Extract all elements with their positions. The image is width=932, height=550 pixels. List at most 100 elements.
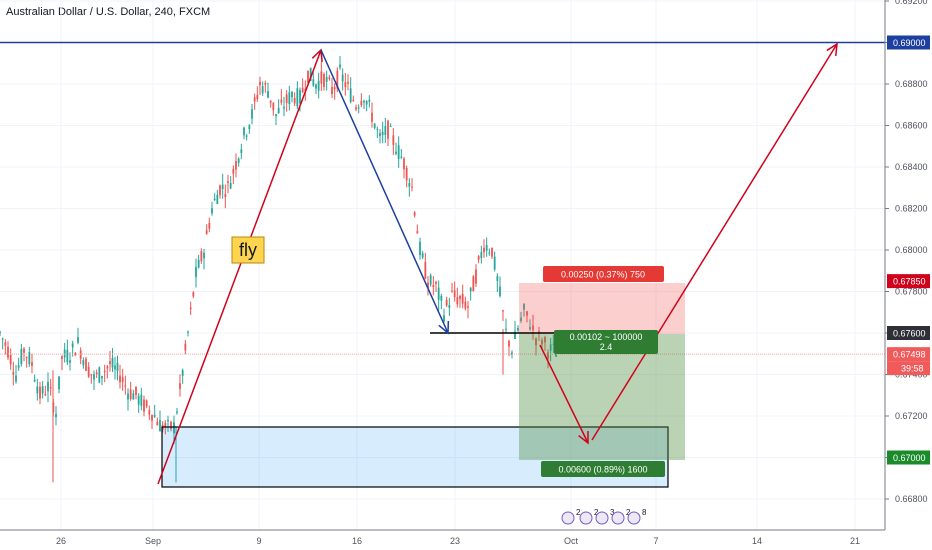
- candle-body: [328, 77, 331, 79]
- candle-body: [424, 261, 427, 279]
- candle-body: [529, 327, 531, 330]
- decline-arrow[interactable]: [320, 49, 449, 334]
- event-flag-icon[interactable]: [579, 511, 593, 525]
- event-flag-icon[interactable]: [627, 511, 641, 525]
- candle-body: [124, 385, 127, 387]
- candle-body: [176, 411, 178, 413]
- candle-body: [333, 86, 336, 90]
- candle-body: [488, 252, 491, 254]
- candle-body: [505, 328, 507, 330]
- candle-body: [387, 120, 389, 139]
- candle-body: [232, 168, 235, 174]
- candle-body: [211, 208, 213, 214]
- countdown-label: 39:58: [901, 364, 924, 374]
- event-flag-icon[interactable]: [611, 511, 625, 525]
- price-tick-label: 0.68800: [895, 79, 928, 89]
- event-flag-icon[interactable]: [561, 511, 575, 525]
- candle-body: [66, 349, 69, 363]
- candle-body: [280, 99, 283, 103]
- candle-body: [523, 304, 525, 310]
- candle-body: [4, 342, 7, 346]
- candle-body: [477, 256, 480, 260]
- price-tag-label: 0.67850: [893, 277, 926, 287]
- candle-body: [368, 99, 371, 102]
- candle-body: [129, 389, 132, 399]
- candle-body: [127, 393, 129, 400]
- chart-title: Australian Dollar / U.S. Dollar, 240, FX…: [6, 6, 211, 18]
- price-tick-label: 0.68200: [895, 204, 928, 214]
- target-arrow[interactable]: [591, 43, 838, 441]
- candle-body: [371, 112, 373, 122]
- stop-label: 0.00250 (0.37%) 750: [561, 270, 645, 280]
- candle-body: [41, 386, 44, 394]
- price-tag: [887, 35, 930, 50]
- candle-body: [90, 374, 93, 376]
- candle-body: [216, 194, 219, 205]
- take-profit-zone[interactable]: [519, 334, 685, 460]
- candle-body: [235, 161, 237, 170]
- candle-body: [103, 370, 106, 372]
- candle-body: [93, 374, 95, 380]
- candle-body: [392, 135, 395, 145]
- candle-body: [397, 145, 400, 159]
- candle-body: [256, 95, 259, 100]
- candle-body: [203, 252, 205, 259]
- candle-body: [480, 251, 483, 259]
- candle-body: [323, 73, 325, 87]
- candle-body: [317, 80, 320, 91]
- candle-body: [135, 386, 137, 395]
- candle-body: [526, 311, 528, 316]
- candle-body: [493, 256, 496, 270]
- candle-body: [205, 230, 208, 235]
- candle-body: [173, 422, 175, 434]
- candle-body: [339, 64, 341, 68]
- candle-body: [167, 420, 169, 422]
- fly-label: fly: [239, 240, 257, 260]
- time-tick-label: Oct: [564, 536, 579, 546]
- candle-body: [28, 352, 31, 365]
- candle-body: [437, 287, 440, 300]
- drop-arrow[interactable]: [539, 344, 589, 444]
- candle-body: [156, 421, 159, 426]
- candle-body: [496, 276, 499, 281]
- candle-body: [63, 349, 66, 358]
- candle-body: [101, 376, 103, 379]
- candle-body: [331, 86, 333, 95]
- price-tick-label: 0.68400: [895, 162, 928, 172]
- candle-body: [98, 367, 101, 383]
- candle-body: [336, 70, 339, 89]
- price-tag-label: 0.67000: [893, 453, 926, 463]
- candle-body: [74, 353, 77, 356]
- rally-arrow[interactable]: [157, 49, 322, 485]
- price-tag: [887, 450, 930, 465]
- candle-body: [267, 91, 269, 98]
- candle-body: [532, 325, 534, 331]
- candle-body: [419, 241, 421, 256]
- candle-body: [363, 100, 365, 103]
- stop-loss-zone[interactable]: [519, 283, 685, 334]
- candle-body: [347, 81, 349, 84]
- candle-body: [71, 343, 74, 348]
- candle-body: [357, 107, 360, 109]
- time-tick-label: Sep: [145, 536, 161, 546]
- candle-body: [320, 71, 323, 84]
- candle-body: [159, 420, 161, 432]
- price-tick-label: 0.68000: [895, 245, 928, 255]
- candle-body: [195, 267, 197, 278]
- event-flag-icon[interactable]: [595, 511, 609, 525]
- candle-body: [381, 131, 384, 136]
- candle-body: [189, 307, 192, 310]
- target-arrow-head: [826, 42, 838, 57]
- candle-body: [325, 77, 328, 82]
- candle-body: [355, 107, 357, 110]
- candle-body: [285, 94, 288, 103]
- candle-body: [544, 337, 546, 343]
- candle-body: [213, 198, 216, 200]
- event-count: 8: [642, 508, 647, 517]
- candle-body: [12, 372, 15, 375]
- candle-body: [427, 282, 429, 289]
- candle-body: [153, 415, 156, 417]
- candle-body: [552, 343, 555, 345]
- candle-body: [197, 259, 200, 268]
